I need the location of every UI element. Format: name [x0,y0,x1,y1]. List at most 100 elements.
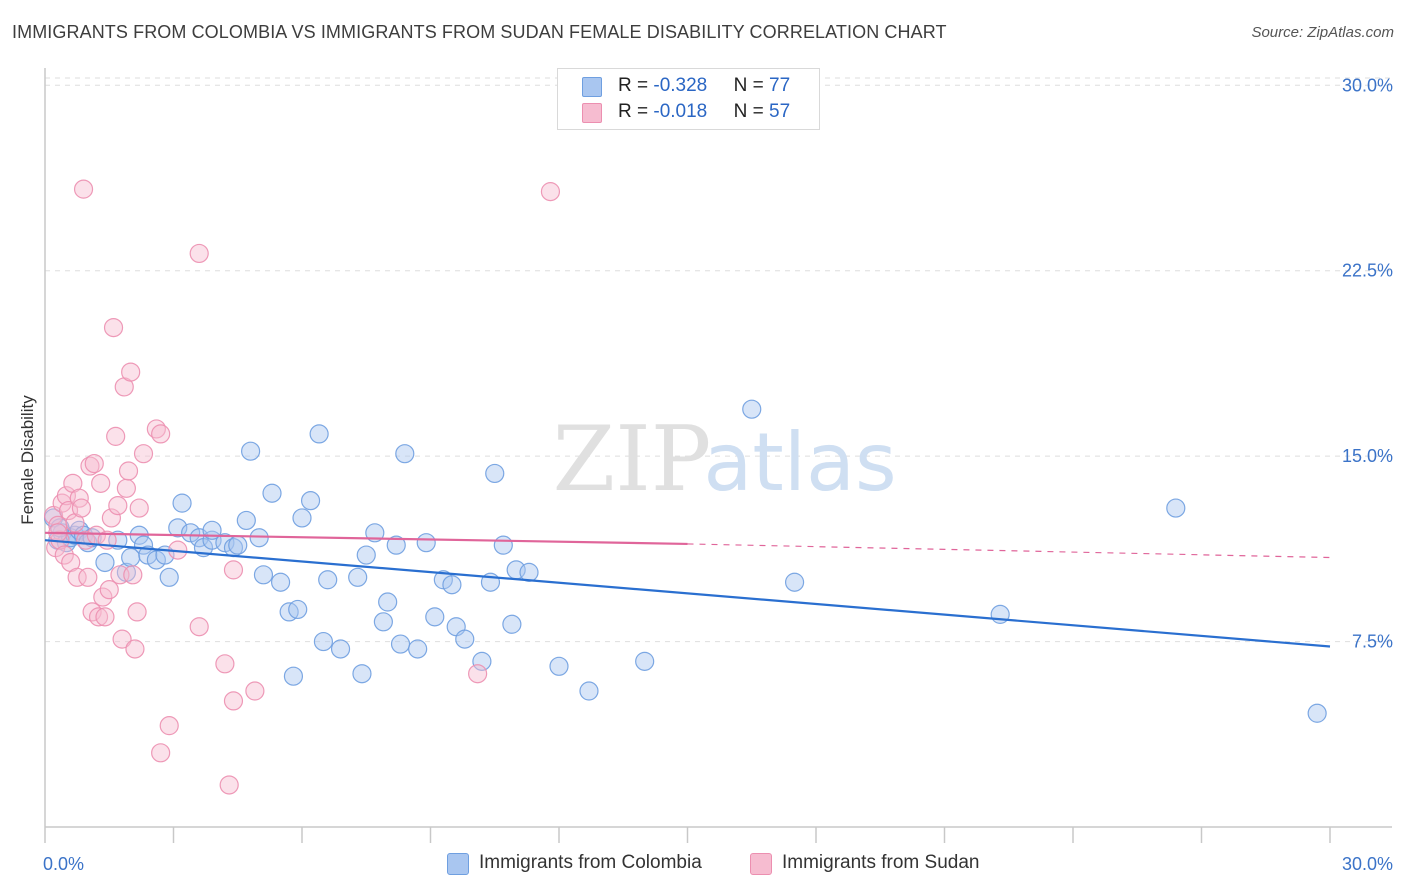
y-tick-label: 22.5% [1342,261,1393,281]
sudan-point [73,179,94,199]
colombia-point [236,510,256,531]
colombia-point [108,530,128,550]
colombia-point [1166,498,1186,518]
sudan-trend-line [44,531,688,546]
sudan-point [93,587,113,607]
sudan-point [223,691,244,711]
colombia-point [408,639,428,659]
n-label: N = [733,101,770,122]
r-label: R = [618,75,654,96]
colombia-point [784,572,805,592]
colombia-point [395,444,415,464]
colombia-point [373,612,393,632]
colombia-point [549,656,569,676]
sudan-point [71,498,92,518]
colombia-point [228,535,248,555]
colombia-point [309,424,329,444]
colombia-point [365,523,385,543]
trend-layer [44,531,1331,648]
x-tick-label: 30.0% [1342,854,1393,874]
y-axis-label: Female Disability [18,395,37,525]
watermark: ZIP atlas [553,407,897,512]
points-layer [43,179,1327,795]
source-label: Source: ZipAtlas.com [1251,24,1394,41]
sudan-point [99,580,119,600]
x-tick-label: 0.0% [43,854,84,874]
sudan-point [118,461,139,481]
legend-label-sudan: Immigrants from Sudan [782,852,980,873]
watermark-zip: ZIP [553,407,712,512]
colombia-legend-swatch [447,853,469,875]
sudan-point [108,495,128,516]
colombia-point [425,607,445,627]
sudan-point [159,716,179,736]
colombia-point [356,545,376,565]
colombia-point [292,508,312,528]
chart-title: IMMIGRANTS FROM COLOMBIA VS IMMIGRANTS F… [12,22,947,42]
y-tick-label: 15.0% [1342,446,1393,466]
sudan-point [151,743,171,763]
colombia-trend-line [44,539,1331,648]
sudan-point [123,565,143,585]
colombia-point [262,483,282,503]
r-value: -0.328 [653,75,708,96]
colombia-point [493,535,513,555]
sudan-point [84,453,104,474]
sudan-trend-line-extrapolated [687,543,1331,559]
sudan-point [103,317,124,338]
colombia-point [330,639,351,659]
n-value: 57 [769,101,791,122]
colombia-point [159,567,179,587]
sudan-legend-swatch [750,853,772,875]
sudan-point [101,508,121,528]
sudan-swatch [582,103,602,123]
series-legend: Immigrants from Colombia Immigrants from… [0,852,1406,878]
tick-labels: 7.5% 15.0% 22.5% 30.0% 0.0% 30.0% [43,75,1393,874]
colombia-point [168,518,188,538]
n-value: 77 [769,75,791,96]
colombia-point [352,664,372,684]
colombia-point [416,533,436,553]
sudan-point [116,478,136,498]
r-value: -0.018 [653,101,708,122]
sudan-point [189,617,209,637]
colombia-point [300,491,321,511]
colombia-point [442,575,462,595]
colombia-point [172,493,192,513]
stats-legend: R = -0.328 N = 77 R = -0.018 N = 57 [557,68,820,130]
y-tick-label: 7.5% [1352,632,1393,652]
colombia-point [253,565,274,585]
colombia-point [378,592,398,612]
colombia-point [313,631,334,652]
colombia-point [241,441,261,461]
sudan-point [91,473,111,493]
colombia-point [579,681,599,701]
sudan-point [88,607,109,627]
sudan-point [151,424,171,444]
y-tick-label: 30.0% [1342,75,1393,95]
axis-layer [44,68,1392,843]
legend-label-colombia: Immigrants from Colombia [479,852,702,873]
sudan-point [95,607,115,627]
sudan-point [129,498,149,518]
colombia-point [95,552,115,573]
sudan-point [82,602,102,622]
colombia-point [270,572,291,592]
colombia-point [318,570,338,590]
colombia-point [390,634,411,654]
sudan-point [189,243,209,264]
sudan-point [245,681,265,701]
colombia-swatch [582,77,602,97]
colombia-point [1307,703,1327,723]
colombia-point [288,599,308,620]
sudan-point [127,602,147,622]
colombia-point [502,614,522,634]
sudan-point [106,426,126,446]
sudan-point [78,567,98,587]
colombia-point [283,666,304,686]
colombia-point [635,651,655,671]
sudan-point [540,182,561,202]
colombia-point [455,629,475,649]
colombia-point [742,399,762,419]
